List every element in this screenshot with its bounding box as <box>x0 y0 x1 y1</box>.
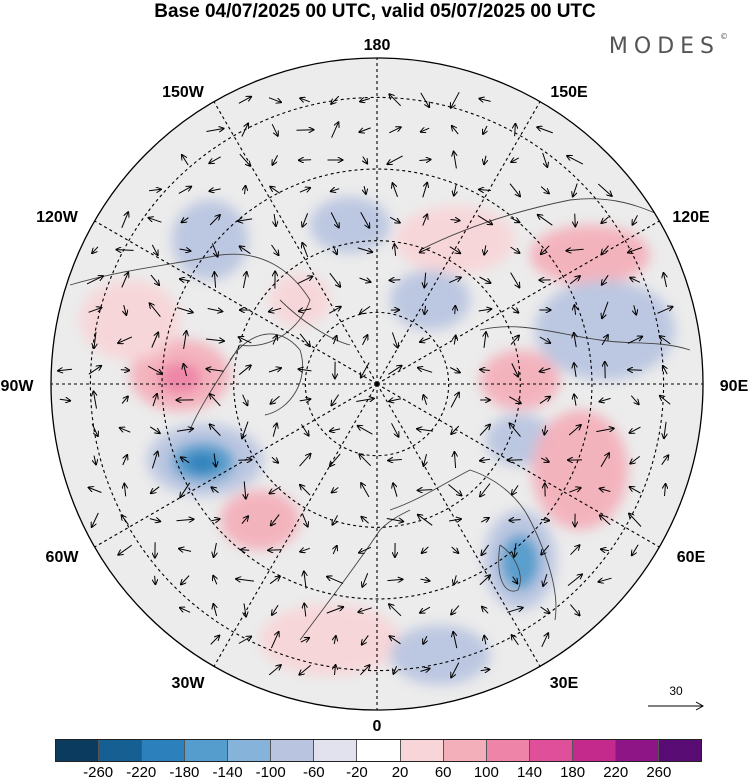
colorbar-tick-label: 100 <box>474 764 499 781</box>
colorbar-tick-label: -20 <box>346 764 368 781</box>
colorbar-swatch <box>357 740 400 761</box>
lon-label-90w: 90W <box>1 378 35 395</box>
colorbar-swatch <box>142 740 185 761</box>
lon-label-0: 0 <box>373 718 382 735</box>
anomaly-region <box>80 280 180 360</box>
colorbar-swatch <box>99 740 142 761</box>
wind-vector <box>455 306 456 314</box>
colorbar-tick-label: 260 <box>646 764 671 781</box>
colorbar-tick-label: 180 <box>560 764 585 781</box>
colorbar-swatch <box>401 740 444 761</box>
colorbar-swatch <box>573 740 616 761</box>
colorbar-swatch <box>444 740 487 761</box>
lon-label-60w: 60W <box>46 549 80 566</box>
colorbar-tick-label: -260 <box>83 764 113 781</box>
colorbar-tick-label: 140 <box>517 764 542 781</box>
colorbar-swatch <box>659 740 701 761</box>
anomaly-region <box>172 200 248 280</box>
colorbar-swatch <box>56 740 99 761</box>
colorbar-swatch <box>530 740 573 761</box>
colorbar-tick-label: 220 <box>603 764 628 781</box>
reference-arrow-icon <box>646 684 706 714</box>
colorbar-tick-label: -100 <box>256 764 286 781</box>
reference-vector: 30 <box>646 684 706 714</box>
lon-label-60e: 60E <box>677 549 706 566</box>
colorbar-swatch <box>185 740 228 761</box>
wind-vector <box>268 550 282 551</box>
anomaly-region <box>186 453 218 473</box>
colorbar-tick-label: 20 <box>392 764 409 781</box>
colorbar-labels: -260 -220 -180 -140 -100 -60 -20 20 60 100 140 180 2… <box>0 764 750 784</box>
lon-label-90e: 90E <box>720 378 749 395</box>
colorbar-swatch <box>487 740 530 761</box>
anomaly-region <box>310 197 390 253</box>
colorbar-swatch <box>228 740 271 761</box>
lon-label-120e: 120E <box>672 209 710 226</box>
anomaly-region <box>158 362 202 394</box>
colorbar-swatch <box>314 740 357 761</box>
anomaly-region <box>220 490 300 550</box>
anomaly-region <box>270 274 330 326</box>
colorbar-tick-label: -140 <box>213 764 243 781</box>
wind-vector <box>297 130 314 131</box>
wind-vector <box>241 550 249 551</box>
lon-label-150e: 150E <box>550 84 588 101</box>
polar-stereographic-map: 180 150E 120E 90E 60E 30E 0 30W 60W 90W … <box>0 0 750 740</box>
anomaly-region <box>260 604 400 676</box>
lon-label-150w: 150W <box>162 84 205 101</box>
lon-label-30w: 30W <box>172 675 206 692</box>
colorbar-swatch <box>616 740 659 761</box>
wind-vector <box>575 214 576 227</box>
colorbar-swatch <box>271 740 314 761</box>
lon-label-180: 180 <box>364 37 391 54</box>
wind-vector <box>390 280 401 281</box>
lon-label-30e: 30E <box>550 675 579 692</box>
colorbar-tick-label: -180 <box>169 764 199 781</box>
colorbar-tick-label: -60 <box>303 764 325 781</box>
colorbar-tick-label: -220 <box>126 764 156 781</box>
lon-label-120w: 120W <box>36 209 79 226</box>
colorbar-tick-label: 60 <box>435 764 452 781</box>
colorbar <box>55 739 702 762</box>
anomaly-region <box>530 225 650 285</box>
wind-vector <box>238 460 251 461</box>
anomaly-region <box>390 625 490 685</box>
